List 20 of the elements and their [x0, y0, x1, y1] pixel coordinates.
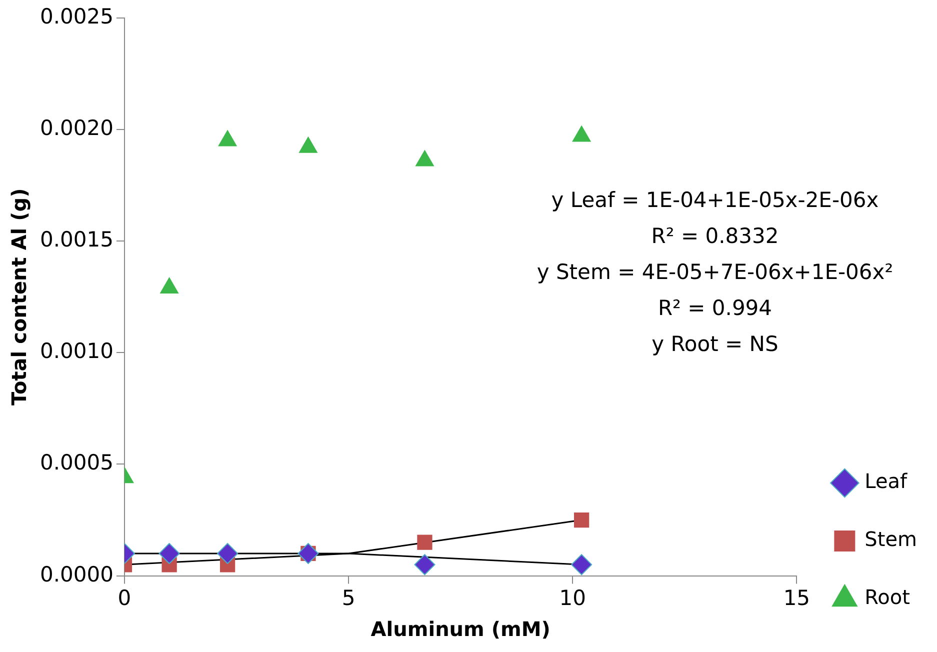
- annotation: y Stem = 4E-05+7E-06x+1E-06x²: [536, 260, 894, 286]
- annotation: R² = 0.8332: [650, 224, 780, 250]
- x-tick-label: 5: [342, 586, 356, 610]
- y-tick-label: 0.0000: [40, 562, 114, 586]
- legend-label: Stem: [864, 527, 918, 552]
- y-tick-label: 0.0015: [40, 228, 114, 252]
- annotation: y Root = NS: [650, 332, 780, 358]
- y-tick-label: 0.0020: [40, 116, 114, 140]
- y-axis-title: Total content Al (g): [7, 188, 32, 406]
- x-tick-label: 10: [559, 586, 586, 610]
- legend-label: Root: [864, 585, 910, 610]
- annotation: R² = 0.994: [656, 296, 774, 322]
- y-tick-label: 0.0025: [40, 4, 114, 28]
- x-axis-title: Aluminum (mM): [370, 617, 550, 642]
- annotation: y Leaf = 1E-04+1E-05x-2E-06x: [550, 188, 880, 214]
- x-tick-label: 15: [783, 586, 810, 610]
- x-tick-label: 0: [118, 586, 132, 610]
- y-tick-label: 0.0005: [40, 450, 114, 475]
- y-tick-label: 0.0010: [40, 339, 114, 364]
- legend-label: Leaf: [864, 469, 908, 494]
